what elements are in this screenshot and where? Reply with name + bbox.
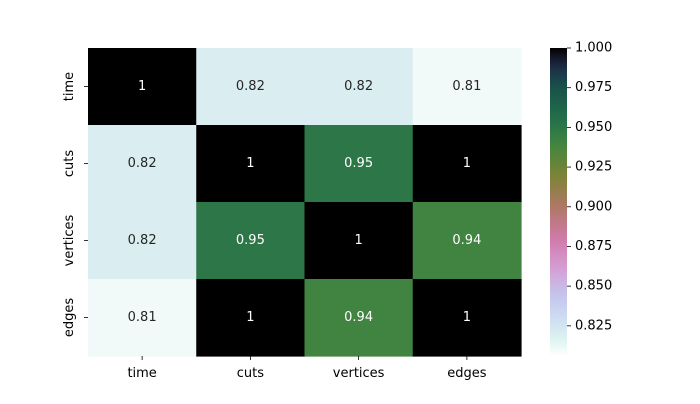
cell-label: 0.94 [344,310,373,325]
cell-label: 0.82 [128,156,157,171]
cell-label: 1 [463,156,471,171]
y-tick-label: cuts [62,150,77,177]
cell-label: 1 [246,310,254,325]
cell-label: 0.81 [452,79,481,94]
cell-label: 1 [138,79,146,94]
colorbar-gradient [550,48,567,356]
x-tick-label: time [127,366,156,381]
colorbar-tick-label: 0.850 [575,279,612,294]
cell-label: 0.95 [344,156,373,171]
heatmap-cell-edges-vertices [304,279,414,357]
colorbar: 0.825 0.850 0.875 0.900 0.925 0.950 0.975 1.000 [550,41,612,356]
y-tick-label: edges [62,298,77,338]
heatmap-cell-cuts-vertices [304,125,414,203]
cell-label: 1 [354,233,362,248]
cell-label: 0.82 [236,79,265,94]
colorbar-tick-label: 0.875 [575,239,612,254]
colorbar-tick-label: 0.950 [575,120,612,135]
cell-label: 0.94 [452,233,481,248]
x-tick-label: cuts [237,366,264,381]
heatmap-cell-time-cuts [196,48,306,126]
colorbar-tick-label: 0.925 [575,160,612,175]
heatmap-cell-cuts-edges [412,125,522,203]
heatmap-cell-vertices-time [88,202,197,280]
cell-annotations: 1 0.82 0.82 0.81 0.82 1 0.95 1 0.82 0.95 1 0.94 0.81… [128,79,482,325]
colorbar-tick-label: 0.900 [575,199,612,214]
heatmap-cell-vertices-edges [412,202,522,280]
heatmap-cell-cuts-time [88,125,197,203]
y-tick-label: vertices [62,214,77,266]
heatmap-cell-edges-time [88,279,197,357]
heatmap-cell-edges-edges [412,279,522,357]
x-axis: time cuts vertices edges [127,356,487,381]
heatmap-cell-time-edges [412,48,522,126]
x-tick-label: vertices [333,366,385,381]
x-tick-label: edges [447,366,487,381]
heatmap-cell-time-vertices [304,48,414,126]
heatmap-cell-time-time [88,48,197,126]
heatmap-cell-cuts-cuts [196,125,306,203]
heatmap-cell-vertices-vertices [304,202,414,280]
cell-label: 0.82 [344,79,373,94]
heatmap-cell-edges-cuts [196,279,306,357]
heatmap-cells [88,48,522,357]
cell-label: 1 [246,156,254,171]
cell-label: 1 [463,310,471,325]
cell-label: 0.82 [128,233,157,248]
cell-label: 0.81 [128,310,157,325]
colorbar-tick-label: 0.825 [575,318,612,333]
colorbar-tick-label: 0.975 [575,80,612,95]
cell-label: 0.95 [236,233,265,248]
heatmap-cell-vertices-cuts [196,202,306,280]
colorbar-tick-label: 1.000 [575,41,612,56]
y-axis: time cuts vertices edges [62,72,88,337]
y-tick-label: time [62,72,77,101]
